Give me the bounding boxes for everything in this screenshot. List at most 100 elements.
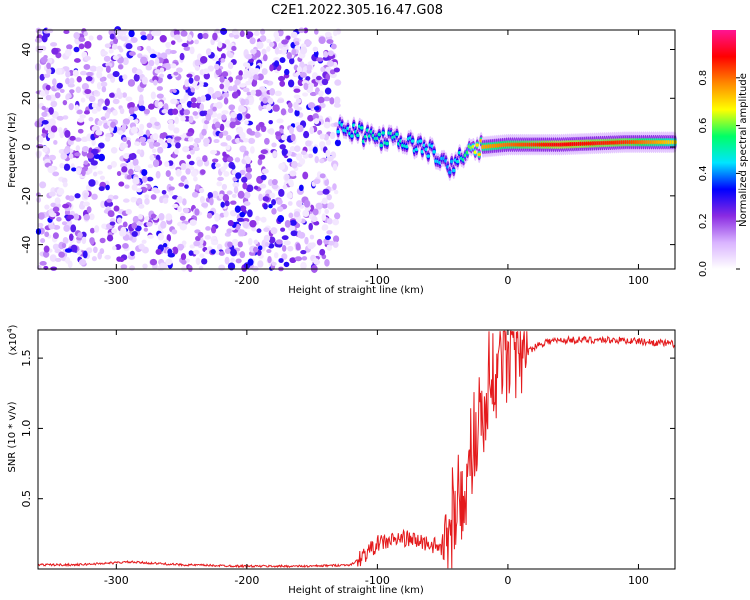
spectrogram-cell	[277, 29, 284, 37]
spectrogram-cell	[219, 123, 225, 132]
spectrogram-cell	[60, 152, 68, 160]
spectrogram-cell	[77, 232, 83, 239]
spectrogram-cell	[221, 183, 228, 190]
spectrogram-cell	[112, 55, 119, 61]
spectrogram-cell	[173, 127, 180, 134]
spectrogram-cell	[227, 241, 233, 248]
spectrogram-cell	[252, 246, 259, 253]
spectrogram-cell	[44, 231, 50, 238]
spectrogram-frame	[37, 29, 676, 270]
spectrogram-cell	[202, 68, 210, 75]
spectrogram-cell	[179, 223, 187, 231]
spectrogram-cell	[38, 212, 45, 220]
spectrogram-cell	[212, 106, 217, 112]
snr-scale-exponent: 4	[6, 328, 14, 333]
spectrogram-cell	[288, 212, 294, 219]
spectrogram-cell	[110, 161, 118, 168]
spectrogram-cell	[260, 149, 268, 155]
spectrogram-cell	[261, 48, 267, 56]
spectrogram-y-axis-label: Frequency (Hz)	[7, 112, 18, 188]
spectrogram-cell	[109, 92, 115, 98]
spectrogram-cell	[188, 250, 194, 256]
spectrogram-cell	[122, 57, 129, 66]
spectrogram-cell	[260, 174, 267, 181]
spectrogram-cell	[316, 57, 324, 62]
spectrogram-cell	[293, 94, 301, 99]
spectrogram-cell	[293, 211, 301, 218]
spectrogram-cell	[329, 97, 335, 105]
spectrogram-cell	[261, 168, 269, 174]
spectrogram-cell	[56, 216, 62, 222]
spectrogram-cell	[218, 251, 225, 256]
spectrogram-cell	[318, 90, 324, 97]
spectrogram-cell	[194, 59, 201, 67]
spectrogram-cell	[323, 121, 331, 129]
spectrogram-cell	[151, 148, 157, 153]
spectrogram-cell	[145, 129, 151, 137]
snr-y-axis-label: SNR (10 * v/v)	[7, 401, 18, 472]
spectrogram-cell	[125, 43, 133, 50]
spectrogram-cell	[268, 204, 273, 209]
spectrogram-cell	[156, 93, 164, 99]
spectrogram-cell	[199, 103, 205, 111]
spectrogram-y-tick-label: 40	[20, 43, 33, 57]
spectrogram-cell	[260, 216, 267, 223]
spectrogram-cell	[81, 169, 86, 177]
spectrogram-cell	[122, 92, 128, 98]
spectrogram-cell	[195, 257, 201, 266]
spectrogram-cell	[304, 236, 309, 245]
spectrogram-cell	[113, 205, 120, 212]
spectrogram-cell	[253, 74, 259, 81]
spectrogram-cell	[210, 225, 217, 234]
spectrogram-cell	[223, 92, 230, 98]
spectrogram-cell	[141, 175, 148, 183]
spectrogram-cell	[223, 210, 229, 218]
spectrogram-cell	[280, 108, 287, 116]
colorbar-tick-label: 0.0	[698, 261, 709, 277]
spectrogram-cell	[274, 60, 280, 67]
spectrogram-cell	[128, 29, 135, 38]
spectrogram-cell	[80, 97, 86, 103]
spectrogram-cell	[289, 219, 297, 226]
spectrogram-cell	[172, 203, 179, 209]
spectrogram-cell	[327, 50, 334, 57]
spectrogram-cell	[278, 258, 284, 263]
spectrogram-cell	[183, 94, 189, 102]
spectrogram-cell	[185, 168, 191, 175]
spectrogram-cell	[225, 144, 231, 151]
spectrogram-cell	[123, 198, 130, 203]
spectrogram-cell	[301, 256, 308, 261]
spectrogram-cell	[305, 76, 311, 81]
spectrogram-cell	[146, 122, 153, 129]
spectrogram-cell	[377, 132, 382, 137]
spectrogram-cell	[170, 63, 177, 69]
spectrogram-x-tick-label: 0	[504, 274, 511, 287]
spectrogram-cell	[72, 69, 79, 77]
spectrogram-cell	[167, 248, 173, 255]
spectrogram-cell	[138, 105, 146, 112]
spectrogram-cell	[68, 153, 74, 160]
spectrogram-cell	[179, 52, 185, 61]
spectrogram-cell	[166, 234, 172, 242]
spectrogram-cell	[297, 78, 304, 87]
spectrogram-cell	[107, 210, 115, 218]
spectrogram-cell	[227, 52, 234, 59]
spectrogram-cell	[197, 231, 204, 238]
spectrogram-cell	[239, 211, 246, 218]
spectrogram-cell	[139, 94, 144, 102]
spectrogram-cell	[303, 130, 310, 139]
spectrogram-cell	[196, 159, 204, 167]
spectrogram-cell	[451, 168, 456, 173]
spectrogram-cell	[294, 109, 300, 117]
spectrogram-cell	[294, 256, 303, 262]
spectrogram-cell	[54, 92, 61, 99]
colorbar: 0.0 0.2 0.4 0.6 0.8 Normalized spectral ampl…	[698, 30, 749, 277]
spectrogram-cell	[239, 205, 247, 212]
spectrogram-cell	[211, 162, 217, 170]
spectrogram-cell	[215, 101, 223, 109]
spectrogram-cell	[262, 104, 268, 110]
spectrogram-cell	[184, 79, 189, 88]
spectrogram-cell	[129, 250, 135, 257]
spectrogram-cell	[294, 106, 303, 111]
spectrogram-cell	[217, 176, 224, 182]
